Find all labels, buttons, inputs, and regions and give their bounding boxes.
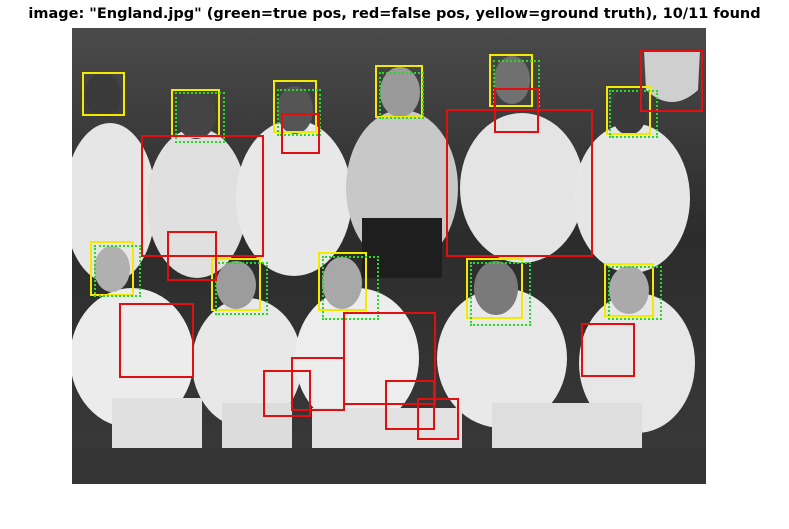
figure-title: image: "England.jpg" (green=true pos, re…: [28, 6, 761, 22]
crest-icon: [644, 50, 700, 102]
team-photo: [72, 28, 706, 484]
photo-scene: [72, 28, 706, 484]
